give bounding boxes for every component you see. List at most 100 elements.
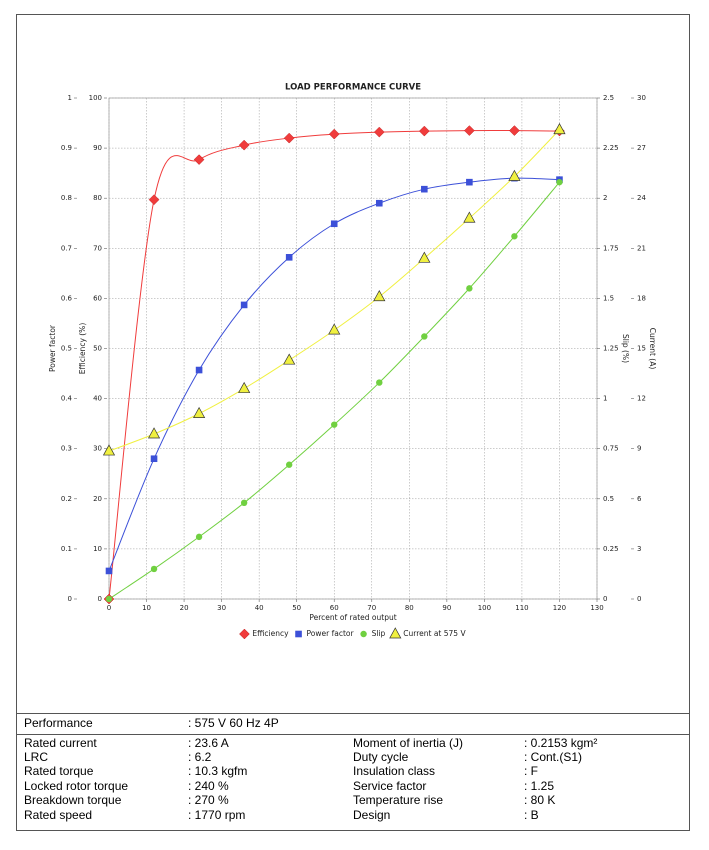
y-tick-label: 9 [637, 445, 641, 453]
data-point [421, 333, 428, 340]
chart-title: LOAD PERFORMANCE CURVE [285, 83, 421, 93]
x-tick-label: 60 [330, 604, 339, 612]
data-point [328, 128, 340, 140]
y-tick-label: 0.2 [61, 495, 72, 503]
spec-label: Breakdown torque [24, 793, 122, 807]
spec-label: Locked rotor torque [24, 779, 128, 793]
y-tick-label: 2 [603, 194, 607, 202]
x-tick-label: 20 [180, 604, 189, 612]
y-tick-label: 0 [637, 595, 641, 603]
y-tick-label: 0.4 [61, 395, 73, 403]
data-point [466, 178, 473, 186]
spec-label: Rated speed [24, 808, 92, 822]
spec-value: : 240 % [188, 779, 229, 793]
spec-value: : F [524, 764, 538, 778]
data-point [285, 461, 293, 468]
data-point [195, 366, 203, 374]
legend-label: Slip [372, 629, 386, 638]
data-point [330, 220, 338, 228]
spec-value: : 575 V 60 Hz 4P [188, 716, 279, 730]
data-point [193, 406, 206, 418]
data-point [102, 444, 116, 456]
data-point [556, 178, 563, 186]
spec-label: Rated torque [24, 764, 94, 778]
data-point [509, 125, 520, 136]
y-tick-label: 0.8 [61, 194, 72, 202]
data-point [240, 499, 248, 507]
legend-marker [389, 627, 402, 639]
data-point [331, 421, 338, 428]
y-tick-label: 0.6 [61, 294, 73, 302]
y-tick-label: 0.3 [61, 445, 72, 453]
data-point [150, 565, 158, 573]
y-tick-label: 80 [93, 194, 102, 202]
legend-label: Efficiency [252, 629, 289, 638]
y-tick-label: 60 [93, 294, 102, 302]
x-tick-label: 90 [442, 604, 451, 612]
y-tick-label: 20 [93, 495, 102, 503]
spec-value: : 10.3 kgfm [188, 764, 247, 778]
spec-value: : B [524, 808, 539, 822]
y-tick-label: 0.9 [61, 144, 72, 152]
y-tick-label: 30 [637, 94, 646, 102]
y-tick-label: 12 [637, 395, 646, 403]
spec-label: Service factor [353, 779, 426, 793]
legend-marker [360, 630, 367, 638]
x-tick-label: 50 [292, 604, 301, 612]
x-axis-title: Percent of rated output [309, 613, 396, 622]
spec-label: Insulation class [353, 764, 435, 778]
y-tick-label: 1.25 [603, 345, 619, 353]
y-tick-label: 1.5 [603, 294, 614, 302]
spec-value: : 80 K [524, 793, 555, 807]
data-point [376, 379, 383, 386]
spec-label: Duty cycle [353, 750, 409, 764]
x-tick-label: 70 [367, 604, 376, 612]
legend-label: Current at 575 V [403, 629, 466, 638]
y-tick-label: 27 [637, 144, 646, 152]
y-axis-title: Efficiency (%) [78, 323, 87, 375]
y-tick-label: 0.5 [61, 345, 72, 353]
y-tick-label: 70 [93, 244, 102, 252]
y-tick-label: 18 [637, 294, 646, 302]
y-tick-label: 30 [93, 445, 102, 453]
x-tick-label: 40 [255, 604, 264, 612]
y-tick-label: 100 [89, 94, 102, 102]
x-tick-label: 130 [590, 604, 603, 612]
y-tick-label: 0.25 [603, 545, 619, 553]
spec-value: : 23.6 A [188, 736, 229, 750]
spec-label: Rated current [24, 736, 97, 750]
data-point [150, 455, 158, 463]
data-point [193, 154, 205, 165]
data-point [418, 251, 431, 263]
spec-value: : 270 % [188, 793, 229, 807]
y-tick-label: 0.1 [61, 545, 72, 553]
y-tick-label: 2.25 [603, 144, 619, 152]
y-tick-label: 0.5 [603, 495, 614, 503]
spec-label: LRC [24, 750, 48, 764]
y-tick-label: 90 [93, 144, 102, 152]
y-tick-label: 50 [93, 345, 102, 353]
series-line [108, 177, 560, 572]
x-tick-label: 30 [217, 604, 226, 612]
spec-label: Moment of inertia (J) [353, 736, 463, 750]
y-tick-label: 21 [637, 244, 646, 252]
y-tick-label: 0 [98, 595, 102, 603]
y-axis-title: Power factor [48, 324, 57, 372]
data-point [373, 126, 385, 138]
data-point [195, 533, 203, 541]
x-tick-label: 80 [405, 604, 414, 612]
y-tick-label: 1.75 [603, 244, 619, 252]
data-point [511, 233, 518, 240]
legend-label: Power factor [307, 629, 355, 638]
data-point [553, 123, 566, 135]
data-point [508, 169, 521, 181]
y-tick-label: 1 [603, 395, 607, 403]
data-point [147, 427, 161, 439]
y-tick-label: 2.5 [603, 94, 614, 102]
spec-label: Performance [24, 716, 93, 730]
legend-marker [295, 630, 302, 638]
y-tick-label: 6 [637, 495, 642, 503]
spec-value: : 6.2 [188, 750, 212, 764]
y-tick-label: 1 [68, 94, 72, 102]
